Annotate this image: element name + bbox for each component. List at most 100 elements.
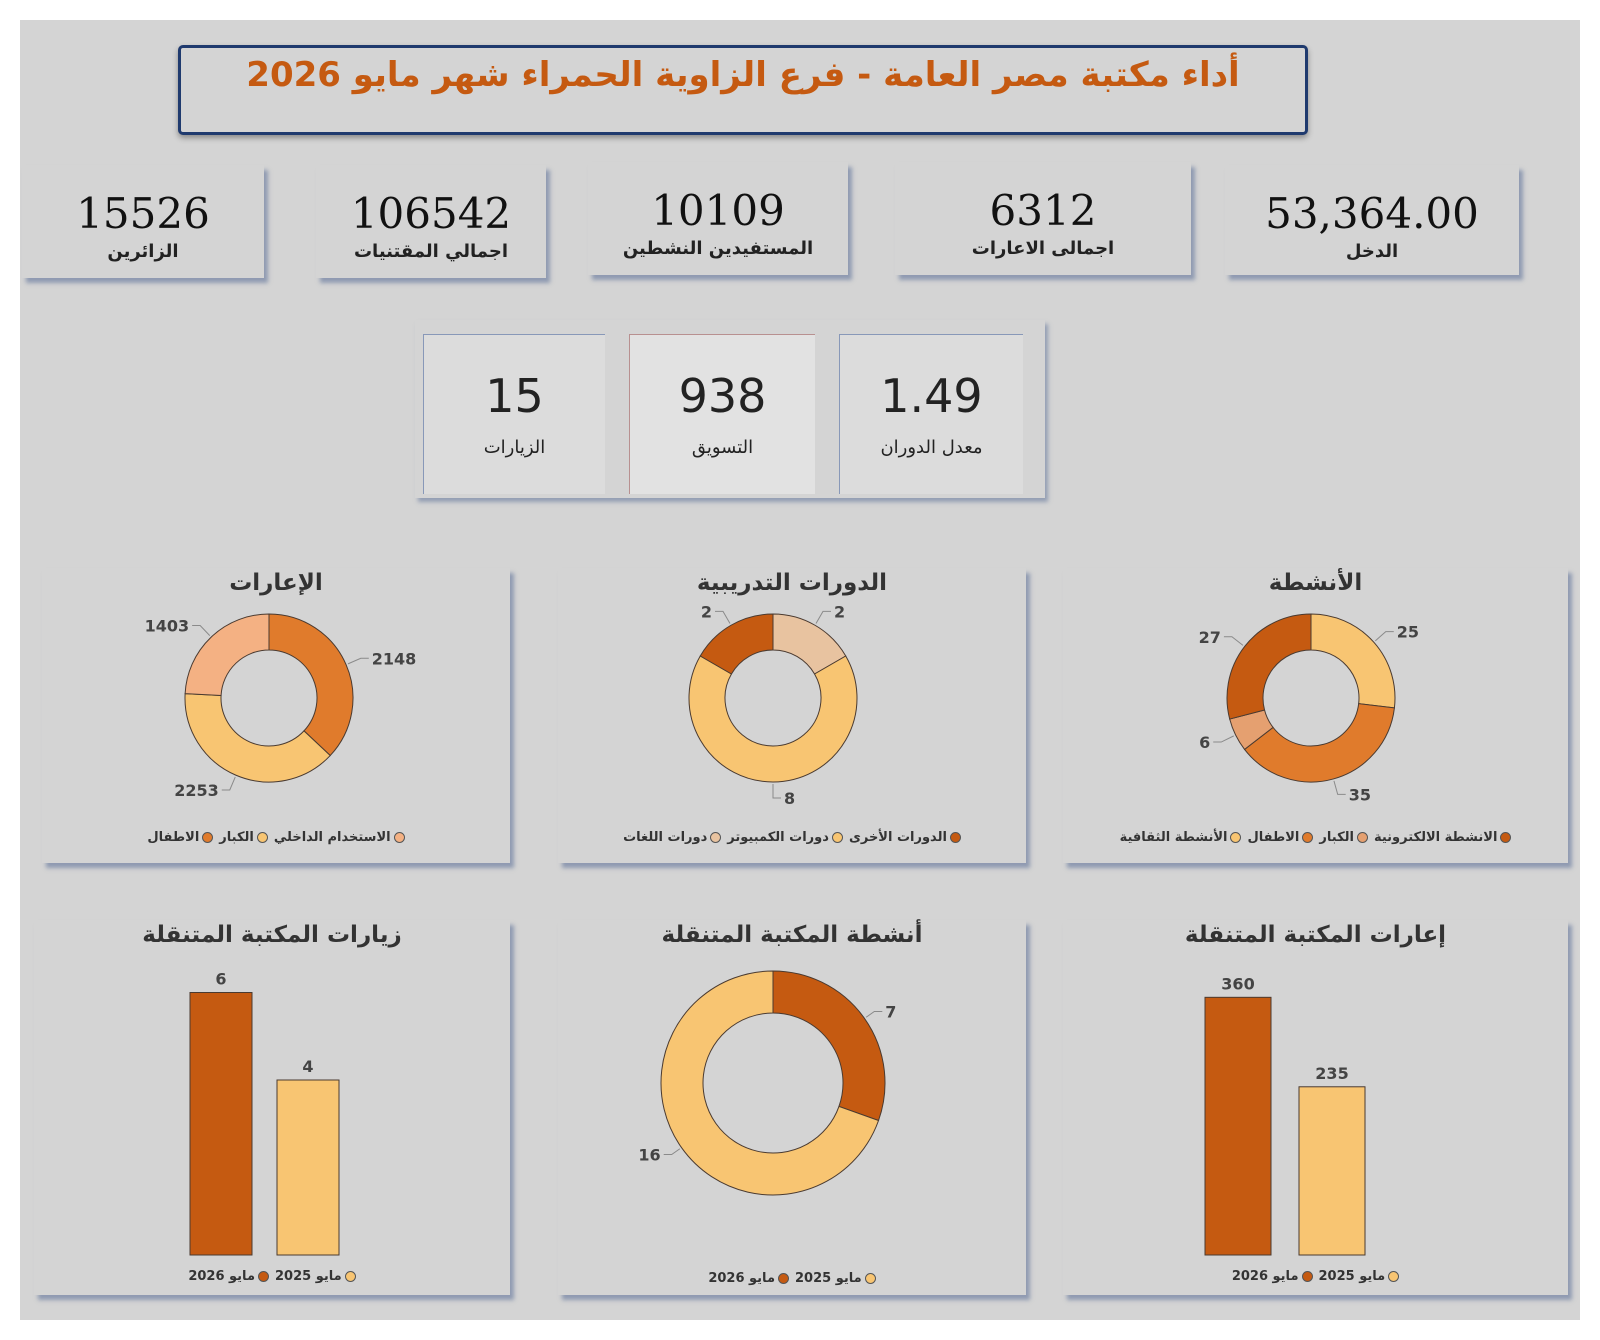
kpi-label: الدخل bbox=[1345, 241, 1399, 262]
data-label: 2148 bbox=[372, 649, 417, 668]
chart-svg: 2 8 2 bbox=[688, 602, 858, 808]
legend-label: دورات الكمبيوتر bbox=[727, 830, 829, 845]
kpi-label: اجمالى الاعارات bbox=[971, 238, 1115, 259]
mini-kpi-visits: 15 الزيارات bbox=[423, 334, 605, 494]
chart-panel-mobile-activities: أنشطة المكتبة المتنقلة 7 16 مايو 2025مايو… bbox=[558, 920, 1026, 1295]
leader-line bbox=[221, 776, 236, 791]
legend-label: مايو 2025 bbox=[275, 1269, 342, 1284]
legend-label: الدورات الأخرى bbox=[848, 830, 947, 845]
kpi-value: 10109 bbox=[651, 186, 785, 235]
chart-panel-mobile-loans: إعارات المكتبة المتنقلة 360 235 مايو 2025… bbox=[1063, 920, 1568, 1295]
legend-item: الكبار bbox=[1319, 830, 1368, 845]
leader-line bbox=[1223, 636, 1244, 646]
kpi-card-total-loans: 6312 اجمالى الاعارات bbox=[895, 162, 1191, 275]
legend-swatch bbox=[1301, 1271, 1313, 1282]
legend-label: دورات اللغات bbox=[623, 830, 708, 845]
legend-swatch bbox=[949, 832, 961, 843]
donut-slice bbox=[688, 655, 858, 783]
legend-label: مايو 2025 bbox=[1318, 1269, 1386, 1284]
legend-swatch bbox=[1500, 832, 1512, 843]
legend-item: الدورات الأخرى bbox=[849, 830, 961, 845]
legend-item: الاستخدام الداخلي bbox=[274, 830, 405, 845]
kpi-value: 53,364.00 bbox=[1265, 189, 1479, 238]
donut-slice bbox=[184, 693, 331, 783]
bar bbox=[189, 992, 253, 1256]
kpi-value: 106542 bbox=[350, 189, 512, 238]
data-label: 235 bbox=[1315, 1064, 1348, 1083]
chart-svg: 64 bbox=[189, 970, 340, 1256]
legend-label: الكبار bbox=[219, 830, 254, 845]
kpi-card-visitors: 15526 الزائرين bbox=[22, 165, 264, 278]
chart-svg: 360 235 bbox=[1204, 974, 1366, 1256]
leader-line bbox=[1333, 780, 1346, 795]
chart-legend: مايو 2025 مايو 2026 bbox=[1063, 1269, 1568, 1284]
mini-kpi-marketing: 938 التسويق bbox=[629, 334, 815, 494]
data-label: 35 bbox=[1349, 785, 1371, 804]
donut-slice bbox=[268, 613, 354, 757]
donut-slice bbox=[699, 613, 774, 675]
legend-swatch bbox=[1356, 832, 1368, 843]
mini-kpi-value: 15 bbox=[485, 369, 544, 423]
chart-svg: 25 35 6 27 bbox=[1199, 613, 1419, 804]
mini-kpi-value: 938 bbox=[678, 369, 767, 423]
leader-line bbox=[715, 610, 731, 624]
chart-legend: الانشطة الالكترونية الكبار الاطفال الأنشطة … bbox=[1063, 830, 1568, 845]
legend-item: مايو 2025 bbox=[1319, 1269, 1400, 1284]
data-label: 8 bbox=[784, 789, 795, 808]
legend-swatch bbox=[258, 1271, 269, 1282]
data-label: 2 bbox=[834, 602, 845, 621]
legend-label: مايو 2026 bbox=[708, 1271, 775, 1286]
leader-line bbox=[772, 784, 781, 799]
mini-kpi-turnover: 1.49 معدل الدوران bbox=[839, 334, 1023, 494]
legend-item: الاطفال bbox=[147, 830, 214, 845]
leader-line bbox=[663, 1148, 681, 1156]
chart-panel-activities: الأنشطة 25 35 6 27 الانشطة الالكترونية الكبا… bbox=[1063, 568, 1568, 863]
data-label: 2 bbox=[701, 602, 712, 621]
donut-slice bbox=[660, 970, 880, 1196]
data-label: 27 bbox=[1199, 628, 1221, 647]
legend-label: الاستخدام الداخلي bbox=[273, 830, 391, 845]
legend-item: مايو 2025 bbox=[275, 1269, 356, 1284]
data-label: 2253 bbox=[174, 781, 219, 800]
donut-slice bbox=[1226, 613, 1312, 720]
chart-legend: مايو 2025 مايو 2026 bbox=[558, 1271, 1026, 1286]
dashboard-title: أداء مكتبة مصر العامة - فرع الزاوية الحم… bbox=[246, 55, 1240, 95]
data-label: 6 bbox=[215, 970, 226, 989]
chart-panel-courses: الدورات التدريبية 2 8 2 الدورات الأخرى دورا… bbox=[558, 568, 1026, 863]
kpi-label: اجمالي المقتنيات bbox=[353, 241, 509, 262]
dashboard-title-box: أداء مكتبة مصر العامة - فرع الزاوية الحم… bbox=[178, 45, 1308, 135]
legend-item: دورات الكمبيوتر bbox=[727, 830, 843, 845]
leader-line bbox=[1374, 631, 1394, 642]
kpi-card-holdings: 106542 اجمالي المقتنيات bbox=[316, 165, 546, 278]
legend-item: دورات اللغات bbox=[623, 830, 722, 845]
legend-label: الكبار bbox=[1319, 830, 1354, 845]
data-label: 4 bbox=[302, 1057, 313, 1076]
leader-line bbox=[347, 657, 369, 665]
legend-swatch bbox=[831, 832, 843, 843]
legend-label: مايو 2026 bbox=[1231, 1269, 1299, 1284]
legend-swatch bbox=[778, 1273, 789, 1284]
data-label: 16 bbox=[638, 1146, 660, 1165]
chart-legend: الدورات الأخرى دورات الكمبيوتر دورات اللغا… bbox=[558, 830, 1026, 845]
chart-title: الدورات التدريبية bbox=[696, 570, 888, 596]
data-label: 1403 bbox=[145, 616, 190, 635]
legend-label: الاطفال bbox=[1247, 830, 1300, 845]
chart-svg: 7 16 bbox=[638, 970, 896, 1196]
chart-title: الأنشطة bbox=[1268, 570, 1363, 596]
kpi-value: 15526 bbox=[76, 189, 210, 238]
legend-swatch bbox=[256, 832, 268, 843]
legend-swatch bbox=[1230, 832, 1242, 843]
mini-kpi-label: معدل الدوران bbox=[880, 437, 983, 458]
legend-label: الانشطة الالكترونية bbox=[1373, 830, 1498, 845]
chart-title: إعارات المكتبة المتنقلة bbox=[1184, 922, 1447, 948]
leader-line bbox=[192, 624, 211, 636]
chart-legend: الاستخدام الداخلي الكبار الاطفال bbox=[42, 830, 510, 845]
chart-title: أنشطة المكتبة المتنقلة bbox=[661, 922, 923, 948]
donut-slice bbox=[184, 613, 270, 697]
mini-kpi-label: الزيارات bbox=[483, 437, 546, 458]
bar bbox=[276, 1079, 340, 1256]
chart-legend: مايو 2025 مايو 2026 bbox=[34, 1269, 510, 1284]
legend-item: مايو 2025 bbox=[795, 1271, 876, 1286]
mini-kpi-group: 15 الزيارات 938 التسويق 1.49 معدل الدورا… bbox=[415, 320, 1045, 498]
